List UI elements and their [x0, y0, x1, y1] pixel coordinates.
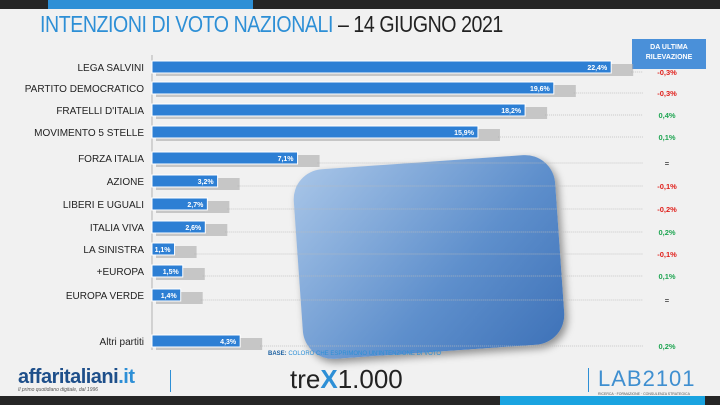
category-label: FRATELLI D'ITALIA — [56, 106, 144, 117]
category-label: Altri partiti — [100, 337, 144, 348]
change-header: DA ULTIMA RILEVAZIONE — [632, 39, 706, 69]
affaritaliani-logo: affaritaliani.it Il primo quotidiano digi… — [18, 366, 135, 393]
change-label: 0,2% — [658, 228, 675, 237]
category-label: FORZA ITALIA — [78, 154, 144, 165]
bar — [151, 125, 479, 139]
bar — [151, 264, 184, 278]
change-label: -0,3% — [657, 89, 677, 98]
bar — [151, 174, 219, 188]
category-label: MOVIMENTO 5 STELLE — [34, 128, 144, 139]
value-label: 2,7% — [187, 202, 204, 209]
category-label: AZIONE — [107, 177, 145, 188]
value-label: 22,4% — [587, 65, 608, 72]
change-label: -0,3% — [657, 68, 677, 77]
category-label: EUROPA VERDE — [66, 291, 144, 302]
value-label: 15,9% — [454, 130, 475, 137]
category-label: PARTITO DEMOCRATICO — [25, 84, 144, 95]
category-label: LIBERI E UGUALI — [63, 200, 144, 211]
category-label: LEGA SALVINI — [77, 63, 144, 74]
bar — [151, 151, 299, 165]
change-label: -0,1% — [657, 250, 677, 259]
trex1000-logo: treX1.000 — [290, 364, 403, 394]
bar — [151, 220, 206, 234]
bar — [151, 103, 526, 117]
change-label: 0,1% — [658, 272, 675, 281]
bar — [151, 334, 241, 348]
value-label: 1,5% — [163, 269, 180, 276]
value-label: 7,1% — [278, 156, 295, 163]
value-label: 1,1% — [155, 247, 172, 254]
change-label: -0,2% — [657, 205, 677, 214]
bar — [151, 288, 182, 302]
bottom-bar — [0, 396, 720, 405]
value-label: 19,6% — [530, 86, 551, 93]
bar — [151, 242, 176, 256]
change-label: 0,1% — [658, 133, 675, 142]
change-label: = — [665, 159, 670, 168]
category-label: LA SINISTRA — [83, 245, 144, 256]
change-label: = — [665, 296, 670, 305]
bar — [151, 197, 208, 211]
category-label: +EUROPA — [97, 267, 145, 278]
value-label: 4,3% — [220, 339, 237, 346]
lab2101-logo: LAB2101 RICERCA · FORMAZIONE · CONSULENZA… — [598, 366, 696, 396]
value-label: 3,2% — [198, 179, 215, 186]
page-title: INTENZIONI DI VOTO NAZIONALI – 14 GIUGNO… — [40, 11, 503, 37]
bar — [151, 81, 555, 95]
change-label: 0,2% — [658, 342, 675, 351]
value-label: 2,6% — [185, 225, 202, 232]
top-bar — [0, 0, 720, 9]
base-note: BASE: COLORO CHE ESPRIMONO UN'INTENZIONE… — [268, 351, 442, 357]
change-label: 0,4% — [658, 111, 675, 120]
value-label: 18,2% — [501, 108, 522, 115]
value-label: 1,4% — [161, 293, 178, 300]
bar — [151, 60, 612, 74]
change-label: -0,1% — [657, 182, 677, 191]
category-label: ITALIA VIVA — [90, 223, 144, 234]
